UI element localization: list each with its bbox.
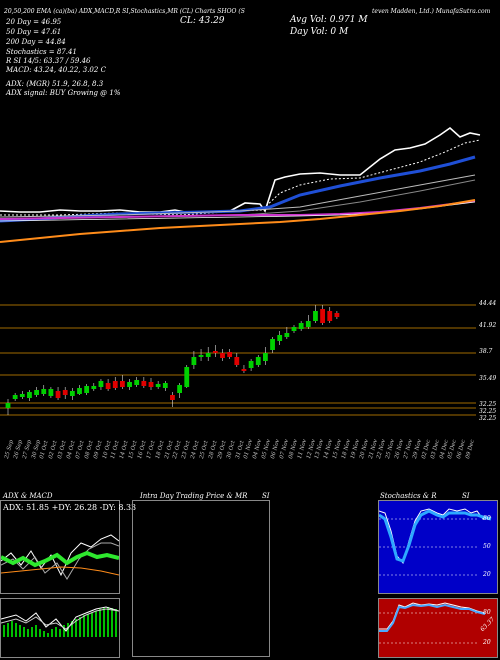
adx-signal-label: ADX signal: BUY Growing @ 1% [6,89,121,97]
candle-body [41,389,47,394]
candle-body [212,351,218,353]
chart-title-line: 20,50,200 EMA (ca)(ba) ADX,MACD,R SI,Sto… [4,8,245,15]
stoch-title: Stochastics & R [380,492,437,500]
candle-body [84,386,90,393]
date-axis: 25 Sep 26 Sep 27 Sep 30 Sep 01 Oct 02 Oct 03 O… [0,439,480,490]
candle-body [155,384,161,387]
macd-histogram [1,606,119,637]
adx-lines [1,534,119,580]
rsi-lines [379,602,486,644]
intraday-title: Intra Day Trading Price & MR [140,492,248,500]
ema-grey-line-2 [0,179,476,220]
candle-body [227,352,233,357]
rsi-tick-20: 20 [483,639,491,646]
adx-panel: ADX: 51.85 +DY: 26.28 -DY: 8.33 [0,500,136,594]
macd-label: MACD: 43.24, 40.22, 3.02 C [6,66,106,74]
candle-body [112,381,118,388]
level-label-5: 32.25 [479,401,497,408]
candle-body [205,353,211,357]
adx-readout: ADX: 51.85 +DY: 26.28 -DY: 8.33 [3,503,137,512]
level-label-7: 32.25 [479,415,497,422]
candle-body [55,391,61,398]
level-label-4: 35.49 [479,375,497,382]
price-line [0,126,481,213]
avg-volume-label: Avg Vol: 0.971 M [290,15,368,25]
ema200-label: 200 Day = 44.84 [6,38,66,46]
level-label-3: 38.7 [479,348,493,355]
stochastics-lines [379,508,492,576]
ema50-label: 50 Day = 47.61 [6,28,62,36]
candle-body [313,311,318,321]
ema-chart [0,126,481,243]
candle-body [220,353,225,358]
candle-body [162,383,168,388]
candle-body [305,321,311,327]
candle-body [5,403,11,408]
candle-body [48,389,54,396]
stoch-tick-20: 20 [483,571,491,578]
stoch-tick-80: 80 [483,515,491,522]
date-tick-label: 09 Dec [465,439,476,460]
candle-body [19,394,25,397]
candle-body [184,367,190,387]
day-volume-label: Day Vol: 0 M [290,27,349,37]
candle-body [198,355,204,357]
candle-body [62,390,68,395]
candle-body [270,339,275,350]
ema200-line [0,199,476,243]
candle-body [127,382,132,387]
adx-macd-title: ADX & MACD [3,492,53,500]
intraday-title-suffix: SI [262,492,270,500]
macd-panel [0,598,120,658]
stochastics-label: Stochastics = 87.41 [6,48,77,56]
candle-body [12,395,18,399]
candle-body [27,392,32,398]
candle-body [69,391,75,396]
candle-body [34,390,39,395]
candle-body [277,335,283,341]
intraday-panel [132,500,270,657]
level-label-6: 32.25 [479,408,497,415]
candle-body [263,353,268,361]
rsi-label: R SI 14/5: 63.37 / 59.46 [6,57,91,65]
candle-body [134,380,140,385]
candle-body [320,309,325,323]
stoch-title-suffix: SI [462,492,470,500]
stoch-tick-50: 50 [483,543,491,550]
candle-body [234,357,240,365]
ema-dotted-line [0,139,481,216]
candle-body [98,381,104,387]
candle-body [284,333,290,337]
candle-body [91,386,97,389]
candle-body [77,388,82,394]
candle-body [291,327,297,331]
candle-body [255,357,261,365]
candle-body [141,381,147,386]
candle-body [334,313,340,317]
stochastics-panel: 80 50 20 [378,500,498,594]
candle-body [105,383,111,389]
ema20-label: 20 Day = 46.95 [6,18,62,26]
level-label-1: 44.44 [479,300,497,307]
candle-body [120,381,125,387]
ema-grey-line-1 [0,174,476,218]
rsi-panel: 80 63.37 20 [378,598,498,658]
candle-body [241,369,247,371]
rsi-tick-80: 80 [483,609,491,616]
company-name: teven Madden, Ltd.) MunafaSutra.com [372,8,491,15]
close-price-label: CL: 43.29 [180,16,225,26]
candle-body [148,382,154,387]
adx-label: ADX: (MGR) 51.9, 26.8, 8.3 [6,80,104,88]
candle-body [248,361,254,368]
candle-body [327,311,333,321]
candle-body [298,323,304,329]
candle-body [177,385,182,393]
level-label-2: 41.92 [479,322,497,329]
candle-body [191,357,197,365]
candle-body [170,395,175,400]
candlestick-chart [0,304,476,416]
